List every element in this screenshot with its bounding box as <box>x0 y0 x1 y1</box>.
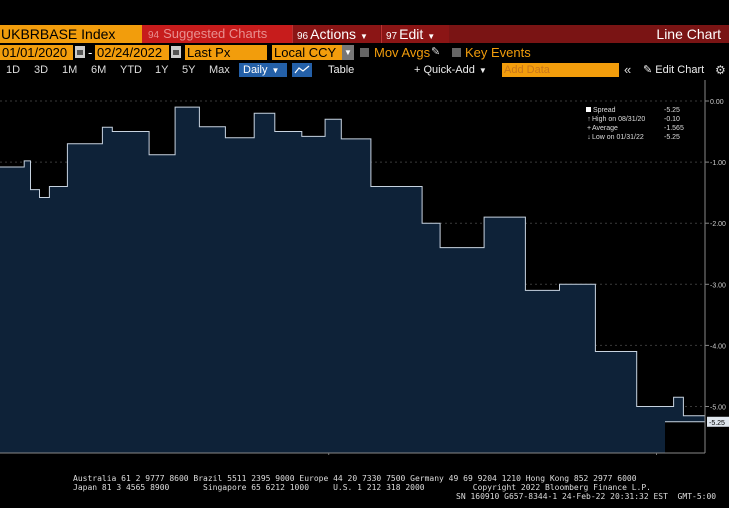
quick-add-label: + Quick-Add <box>414 64 475 76</box>
title-bar: UKBRBASE Index 94 Suggested Charts 96 Acti… <box>0 25 729 43</box>
y-tick-label: -2.00 <box>710 221 726 228</box>
footer-session-line: SN 160910 G657-8344-1 24-Feb-22 20:31:32… <box>456 492 717 501</box>
price-field-select[interactable]: Last Px <box>185 45 267 60</box>
start-date-input[interactable]: 01/01/2020 <box>0 45 73 60</box>
key-events-checkbox[interactable] <box>452 48 461 57</box>
edit-chart-button[interactable]: ✎ Edit Chart <box>643 62 704 78</box>
actions-number: 96 <box>297 31 309 42</box>
end-date-input[interactable]: 02/24/2022 <box>95 45 169 60</box>
line-chart-icon[interactable] <box>292 63 312 77</box>
range-6m[interactable]: 6M <box>91 64 107 76</box>
calendar-icon[interactable] <box>171 46 181 58</box>
chevron-down-icon: ▼ <box>360 32 368 41</box>
legend-average: +Average -1.565 <box>586 125 684 132</box>
series-area <box>0 107 705 453</box>
mov-avgs-checkbox[interactable] <box>360 48 369 57</box>
frequency-select[interactable]: Daily ▼ <box>239 63 287 77</box>
quick-add-button[interactable]: + Quick-Add ▼ <box>414 62 487 79</box>
mov-avgs-label[interactable]: Mov Avgs <box>374 45 431 60</box>
range-5y[interactable]: 5Y <box>182 64 196 76</box>
series-line <box>0 106 706 423</box>
chevron-down-icon[interactable]: ▼ <box>342 45 354 60</box>
y-tick-label: -5.00 <box>710 405 726 412</box>
chevron-down-icon: ▼ <box>271 66 280 75</box>
chart-type-title: Line Chart <box>656 26 721 42</box>
edit-chart-label: Edit Chart <box>655 64 705 76</box>
range-1m[interactable]: 1M <box>62 64 78 76</box>
key-events-label[interactable]: Key Events <box>465 45 531 60</box>
range-ytd[interactable]: YTD <box>120 64 142 76</box>
suggested-charts-number: 94 <box>148 30 160 41</box>
input-row: 01/01/2020 - 02/24/2022 Last Px Local CC… <box>0 45 729 61</box>
y-tick-label: -4.00 <box>710 343 726 350</box>
pencil-icon: ✎ <box>643 64 656 76</box>
range-1d[interactable]: 1D <box>6 64 21 76</box>
chevron-down-icon: ▼ <box>478 66 487 75</box>
last-value-label: -5.25 <box>709 420 725 427</box>
currency-select[interactable]: Local CCY <box>272 45 342 60</box>
gear-icon[interactable]: ⚙ <box>715 63 726 77</box>
range-toolbar: 1D 3D 1M 6M YTD 1Y 5Y Max Daily ▼ Table +… <box>0 62 729 78</box>
range-max[interactable]: Max <box>209 64 230 76</box>
collapse-icon[interactable]: « <box>624 62 632 77</box>
edit-label: Edit <box>399 26 424 42</box>
legend-high: ↑High on 08/31/20 -0.10 <box>587 116 680 123</box>
footer-contacts-line2: Japan 81 3 4565 8900 Singapore 65 6212 1… <box>73 483 651 492</box>
frequency-label: Daily <box>243 64 268 76</box>
add-data-input[interactable]: Add Data <box>502 63 619 77</box>
legend-spread: Spread -5.25 <box>586 106 686 115</box>
range-1y[interactable]: 1Y <box>155 64 169 76</box>
actions-menu-button[interactable]: 96 Actions ▼ <box>292 25 380 43</box>
legend-low: ↓Low on 01/31/22 -5.25 <box>587 134 680 141</box>
edit-number: 97 <box>386 31 398 42</box>
edit-menu-button[interactable]: 97 Edit ▼ <box>381 25 449 43</box>
pencil-icon[interactable]: ✎ <box>431 46 441 58</box>
y-tick-label: -1.00 <box>710 160 726 167</box>
last-value-tag <box>707 416 729 427</box>
chart-legend: Spread -5.25 ↑High on 08/31/20 -0.10 +Aver… <box>586 106 686 142</box>
y-tick-label: -3.00 <box>710 282 726 289</box>
range-3d[interactable]: 3D <box>34 64 49 76</box>
chevron-down-icon: ▼ <box>427 32 436 41</box>
actions-label: Actions <box>310 26 357 42</box>
suggested-charts-button[interactable]: 94 Suggested Charts <box>142 25 292 43</box>
ticker-field[interactable]: UKBRBASE Index <box>0 25 142 43</box>
date-separator: - <box>88 45 93 60</box>
suggested-charts-label: Suggested Charts <box>163 26 268 41</box>
footer-contacts-line1: Australia 61 2 9777 8600 Brazil 5511 239… <box>73 474 637 483</box>
table-button[interactable]: Table <box>328 64 355 76</box>
calendar-icon[interactable] <box>75 46 85 58</box>
y-tick-label: 0.00 <box>710 99 724 106</box>
